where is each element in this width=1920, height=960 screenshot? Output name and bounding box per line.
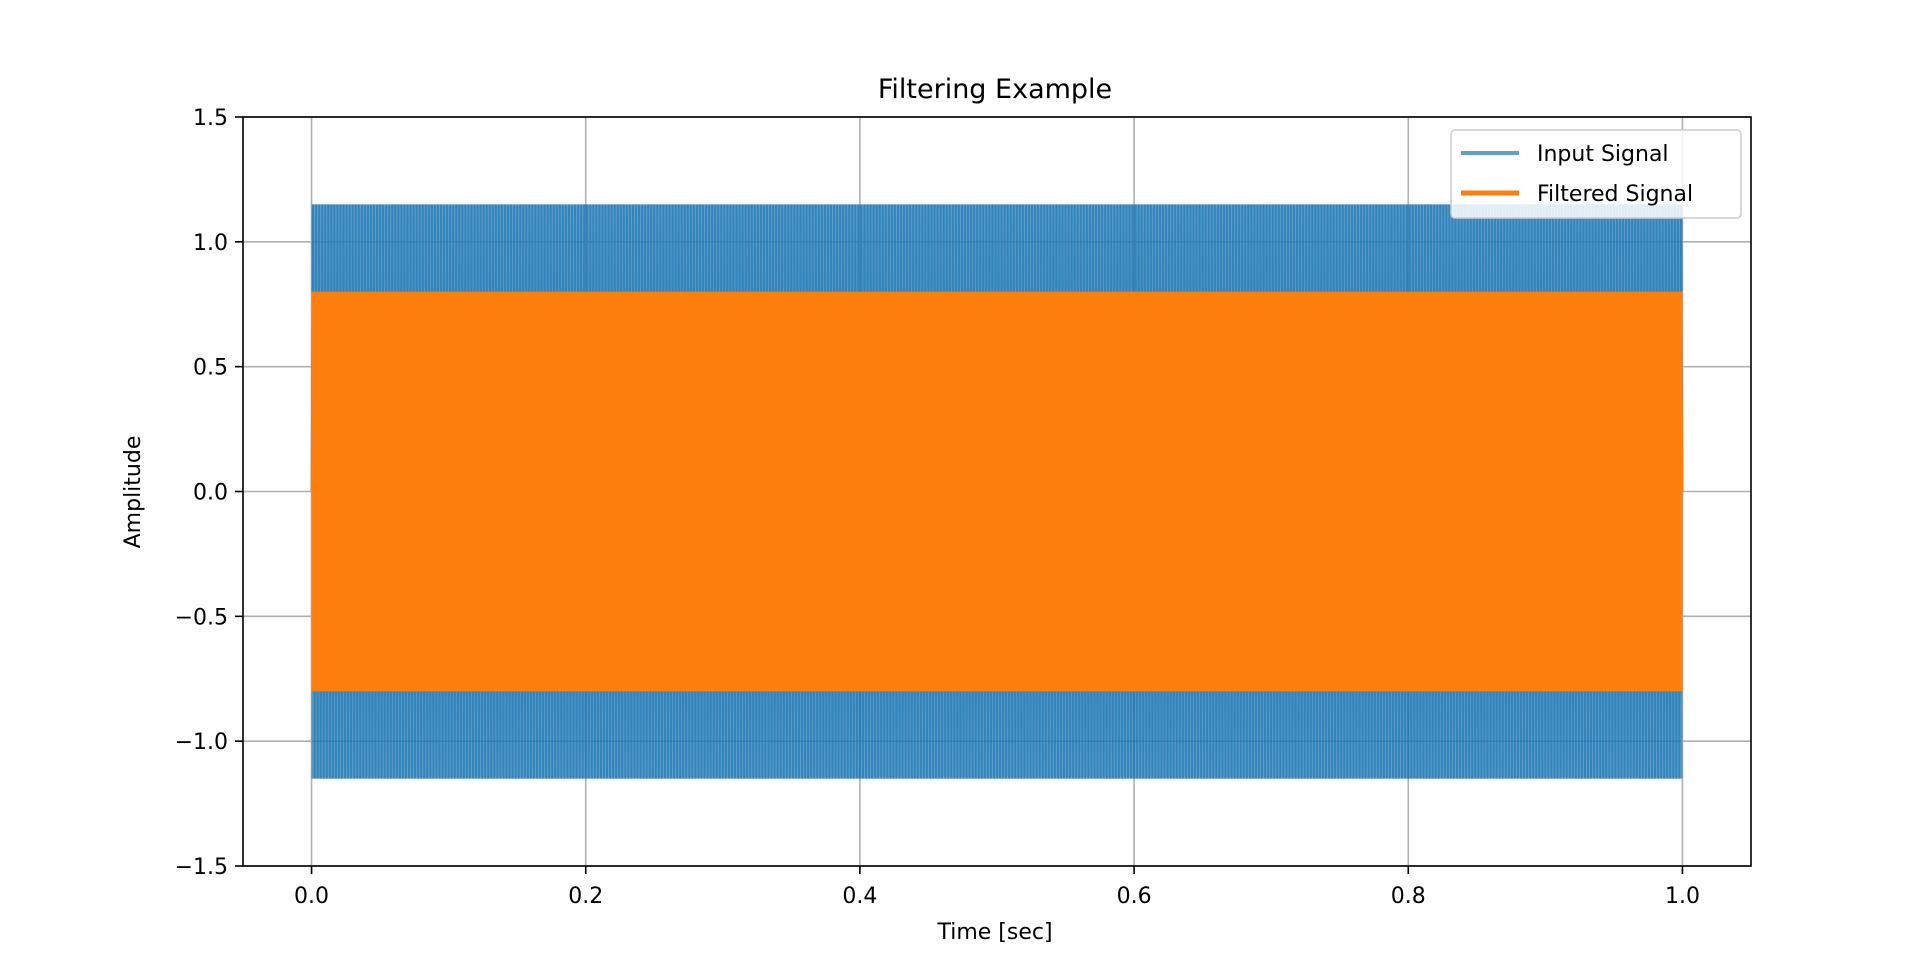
y-axis: −1.5 −1.0 −0.5 0.0 0.5 1.0 1.5 <box>175 106 243 880</box>
legend-label-1: Filtered Signal <box>1537 182 1693 207</box>
legend: Input Signal Filtered Signal <box>1450 129 1742 219</box>
y-tick-label-6: 1.5 <box>193 106 228 131</box>
chart-title: Filtering Example <box>878 74 1112 105</box>
x-axis-label: Time [sec] <box>936 920 1052 945</box>
series-line-0 <box>310 204 1684 779</box>
legend-label-0: Input Signal <box>1537 142 1669 167</box>
x-tick-label-1: 0.2 <box>568 884 603 909</box>
series-band-1 <box>311 291 1683 692</box>
x-tick-label-4: 0.8 <box>1391 884 1426 909</box>
y-tick-label-3: 0.0 <box>193 481 228 506</box>
y-tick-label-4: 0.5 <box>193 356 228 381</box>
x-tick-label-5: 1.0 <box>1665 884 1700 909</box>
series-layer <box>310 204 1684 779</box>
y-tick-label-0: −1.5 <box>175 855 228 880</box>
y-tick-label-1: −1.0 <box>175 730 228 755</box>
y-axis-label: Amplitude <box>121 436 146 549</box>
x-tick-label-3: 0.6 <box>1117 884 1152 909</box>
y-tick-label-5: 1.0 <box>193 231 228 256</box>
x-tick-label-0: 0.0 <box>294 884 329 909</box>
y-tick-label-2: −0.5 <box>175 605 228 630</box>
legend-box <box>1450 129 1742 219</box>
x-tick-label-2: 0.4 <box>842 884 877 909</box>
x-axis: 0.0 0.2 0.4 0.6 0.8 1.0 <box>294 866 1700 909</box>
